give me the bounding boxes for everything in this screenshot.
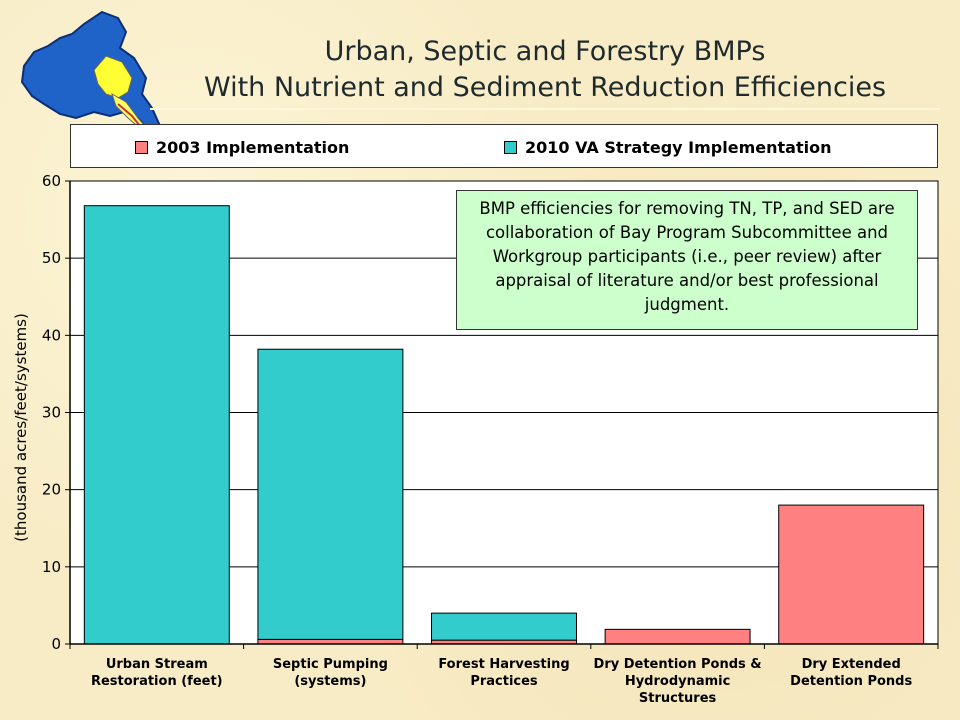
y-tick-label: 0	[51, 635, 61, 653]
legend-swatch-2003	[135, 141, 148, 154]
legend-label-2003: 2003 Implementation	[156, 138, 350, 157]
y-axis-label: (thousand acres/feet/systems)	[12, 313, 30, 542]
bar-2010-2	[431, 612, 577, 641]
bar-2010-0	[83, 205, 230, 645]
x-tick-label: Forest Harvesting	[438, 657, 569, 672]
title-divider	[150, 108, 940, 110]
legend-swatch-2010	[504, 141, 517, 154]
legend-label-2010: 2010 VA Strategy Implementation	[525, 138, 832, 157]
x-tick-label: Structures	[639, 691, 717, 706]
y-tick-label: 60	[42, 172, 61, 190]
y-tick-label: 10	[42, 558, 61, 576]
x-tick-label: Septic Pumping	[273, 657, 388, 672]
x-tick-label: Detention Ponds	[790, 674, 912, 689]
legend-item-2003: 2003 Implementation	[135, 138, 349, 157]
y-tick-label: 30	[42, 404, 61, 422]
y-tick-label: 20	[42, 481, 61, 499]
legend-item-2010: 2010 VA Strategy Implementation	[504, 138, 831, 157]
x-tick-label: (systems)	[294, 674, 366, 689]
title-line-1: Urban, Septic and Forestry BMPs	[324, 36, 766, 67]
virginia-watershed-map-icon	[20, 10, 162, 134]
bar-2003-4	[778, 504, 925, 645]
title-line-2: With Nutrient and Sediment Reduction Eff…	[203, 72, 887, 103]
plot-border	[69, 180, 939, 645]
bar-2003-3	[604, 628, 751, 645]
x-tick-label: Dry Extended	[802, 657, 901, 672]
x-tick-label: Hydrodynamic	[625, 674, 731, 689]
x-tick-label: Urban Stream	[106, 657, 208, 672]
chart-legend: 2003 Implementation 2010 VA Strategy Imp…	[70, 124, 938, 168]
x-tick-label: Restoration (feet)	[91, 674, 223, 689]
y-tick-label: 40	[42, 326, 61, 344]
x-tick-label: Practices	[470, 674, 538, 689]
slide-title: Urban, Septic and Forestry BMPs With Nut…	[170, 34, 920, 106]
bar-2010-1	[257, 348, 404, 640]
x-tick-label: Dry Detention Ponds &	[594, 657, 762, 672]
efficiency-note: BMP efficiencies for removing TN, TP, an…	[456, 190, 918, 330]
y-tick-label: 50	[42, 249, 61, 267]
